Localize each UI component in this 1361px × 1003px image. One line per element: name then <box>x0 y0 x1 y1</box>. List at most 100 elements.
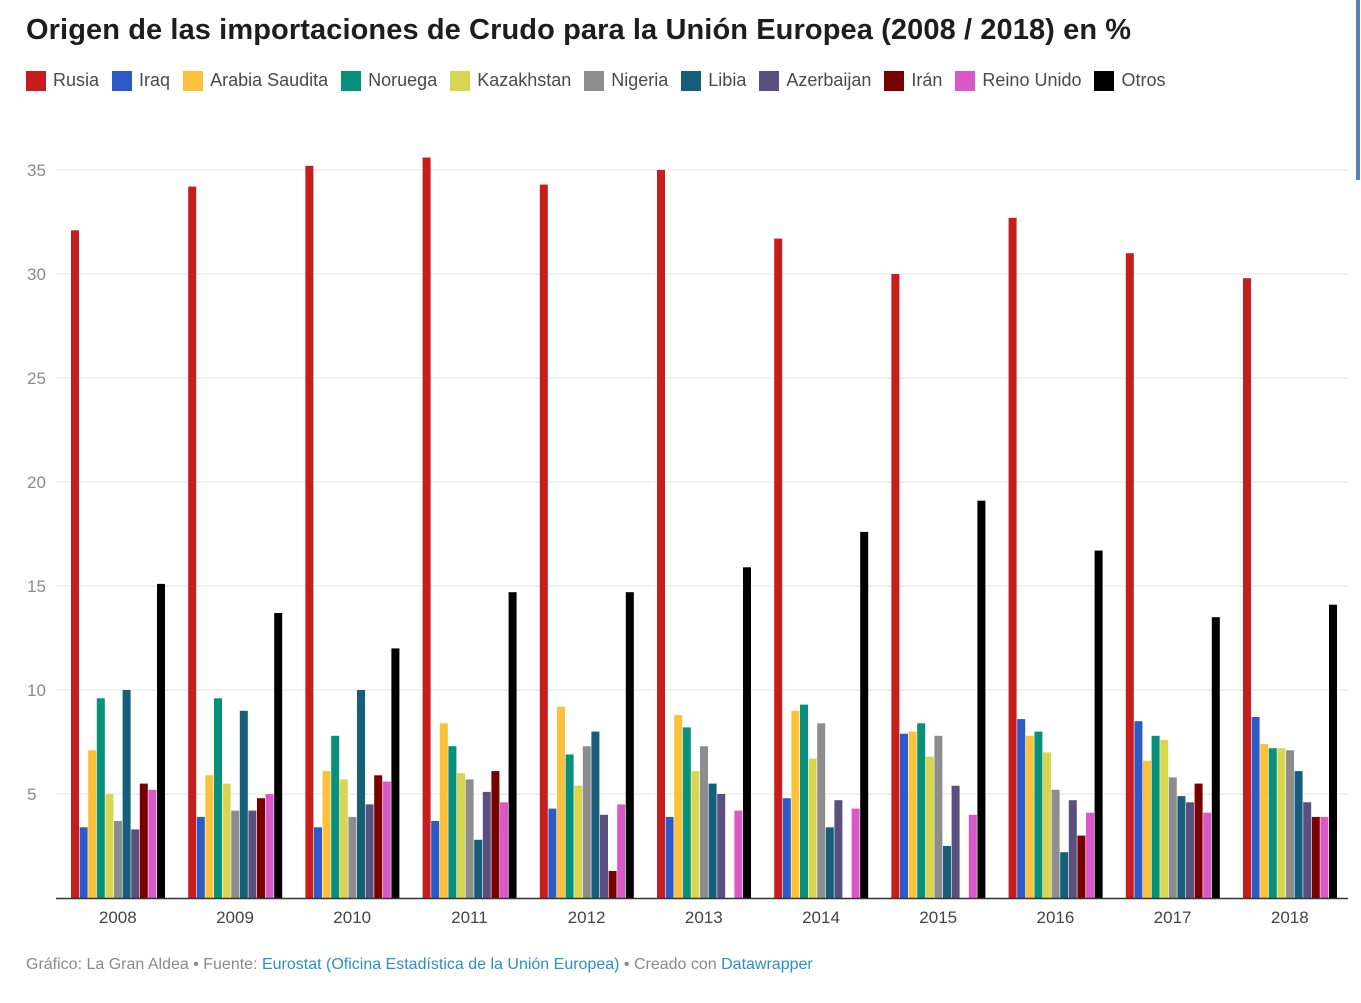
window-edge-scrollbar <box>1356 0 1360 180</box>
footer-created-with: • Creado con <box>619 956 722 973</box>
bar-arabia-saudita-2014 <box>791 710 800 898</box>
bar-reino-unido-2008 <box>148 789 157 898</box>
bar-azerbaijan-2011 <box>482 791 491 898</box>
bar-azerbaijan-2015 <box>951 785 960 898</box>
footer-credit: Gráfico: La Gran Aldea • Fuente: <box>26 956 262 973</box>
bar-iraq-2012 <box>548 808 557 898</box>
bar-nigeria-2009 <box>231 810 240 898</box>
legend-item-azerbaijan: Azerbaijan <box>759 70 871 91</box>
bar-group-2018 <box>1243 278 1337 898</box>
bar-kazakhstan-2010 <box>339 779 348 898</box>
bar-reino-unido-2016 <box>1086 812 1094 898</box>
bar-otros-2017 <box>1211 617 1220 898</box>
bar-kazakhstan-2016 <box>1043 752 1051 898</box>
bar-rusia-2013 <box>657 170 665 898</box>
bar-reino-unido-2010 <box>382 781 391 898</box>
x-tick-label-2012: 2012 <box>568 908 606 927</box>
legend-swatch <box>112 70 133 91</box>
bar-nigeria-2014 <box>817 723 826 898</box>
legend-item-reino-unido: Reino Unido <box>955 70 1081 91</box>
bar-libia-2008 <box>122 690 131 898</box>
legend-item-arabia-saudita: Arabia Saudita <box>183 70 328 91</box>
bar-iran-2008 <box>139 783 148 898</box>
bar-kazakhstan-2008 <box>105 794 114 898</box>
bar-noruega-2011 <box>448 746 457 898</box>
bar-libia-2011 <box>474 839 483 898</box>
legend-swatch <box>884 70 905 91</box>
bar-iran-2016 <box>1077 835 1086 898</box>
legend-label: Otros <box>1121 70 1166 90</box>
bar-otros-2014 <box>860 531 869 898</box>
bar-iran-2017 <box>1194 783 1203 898</box>
bar-libia-2017 <box>1177 796 1186 898</box>
bar-iraq-2018 <box>1251 717 1260 898</box>
bar-rusia-2015 <box>891 274 900 898</box>
bar-libia-2013 <box>708 783 717 898</box>
bar-otros-2011 <box>508 592 517 898</box>
bar-iraq-2015 <box>900 733 908 898</box>
bar-arabia-saudita-2018 <box>1260 744 1269 898</box>
bar-reino-unido-2011 <box>500 802 508 898</box>
bar-otros-2012 <box>625 592 634 898</box>
bar-otros-2008 <box>157 583 165 898</box>
bar-iran-2009 <box>257 798 265 898</box>
bar-iran-2011 <box>491 771 500 898</box>
bar-group-2012 <box>539 184 634 899</box>
bar-rusia-2011 <box>422 157 431 898</box>
bar-nigeria-2017 <box>1168 777 1177 898</box>
legend-label: Azerbaijan <box>786 70 872 90</box>
x-tick-label-2018: 2018 <box>1271 908 1309 927</box>
y-tick-label: 5 <box>27 785 36 804</box>
x-tick-label-2011: 2011 <box>451 908 488 927</box>
bar-otros-2013 <box>743 567 751 898</box>
bar-group-2017 <box>1125 253 1220 898</box>
bar-rusia-2012 <box>539 184 548 899</box>
legend-swatch <box>450 70 471 91</box>
bar-reino-unido-2009 <box>265 794 274 898</box>
legend-label: Rusia <box>53 70 100 90</box>
bar-rusia-2017 <box>1125 253 1134 898</box>
bar-iraq-2010 <box>314 827 322 898</box>
bar-otros-2016 <box>1094 550 1103 898</box>
bar-otros-2009 <box>274 613 283 898</box>
datawrapper-link[interactable]: Datawrapper <box>721 956 813 973</box>
bar-kazakhstan-2013 <box>691 771 700 898</box>
y-tick-label: 15 <box>27 577 46 596</box>
bar-nigeria-2011 <box>465 779 474 898</box>
bar-azerbaijan-2012 <box>600 814 608 898</box>
x-tick-label-2013: 2013 <box>685 908 723 927</box>
bar-libia-2010 <box>357 690 365 898</box>
bar-kazakhstan-2011 <box>457 773 465 898</box>
x-tick-label-2015: 2015 <box>919 908 957 927</box>
bar-noruega-2012 <box>565 754 574 898</box>
bar-noruega-2018 <box>1268 748 1277 898</box>
x-tick-label-2008: 2008 <box>99 908 137 927</box>
bar-group-2014 <box>774 238 869 899</box>
bar-kazakhstan-2015 <box>925 756 934 898</box>
bar-azerbaijan-2018 <box>1303 802 1312 898</box>
legend-swatch <box>955 70 976 91</box>
gridlines: 5 10 15 20 25 30 35 <box>27 161 1348 804</box>
bar-libia-2009 <box>239 710 248 898</box>
legend-item-rusia: Rusia <box>26 70 99 91</box>
bar-nigeria-2008 <box>114 821 122 898</box>
legend-item-nigeria: Nigeria <box>584 70 668 91</box>
x-tick-label-2014: 2014 <box>802 908 840 927</box>
bar-rusia-2018 <box>1243 278 1251 898</box>
bar-rusia-2016 <box>1008 217 1017 899</box>
bar-azerbaijan-2008 <box>131 829 140 898</box>
bar-group-2008 <box>71 230 165 899</box>
bar-iraq-2013 <box>665 816 674 898</box>
legend-label: Arabia Saudita <box>210 70 329 90</box>
bar-noruega-2008 <box>96 698 105 898</box>
legend-label: Nigeria <box>611 70 669 90</box>
bar-azerbaijan-2017 <box>1186 802 1194 898</box>
legend-swatch <box>26 70 46 91</box>
bar-noruega-2015 <box>917 723 926 898</box>
bar-libia-2014 <box>825 827 834 898</box>
source-link[interactable]: Eurostat (Oficina Estadística de la Unió… <box>261 956 620 973</box>
x-axis: 2008 2009 2010 2011 2012 2013 2014 2015 2016 2017… <box>56 897 1348 927</box>
bar-arabia-saudita-2012 <box>557 706 565 898</box>
chart-footer: Gráfico: La Gran Aldea • Fuente: Eurosta… <box>26 956 813 974</box>
